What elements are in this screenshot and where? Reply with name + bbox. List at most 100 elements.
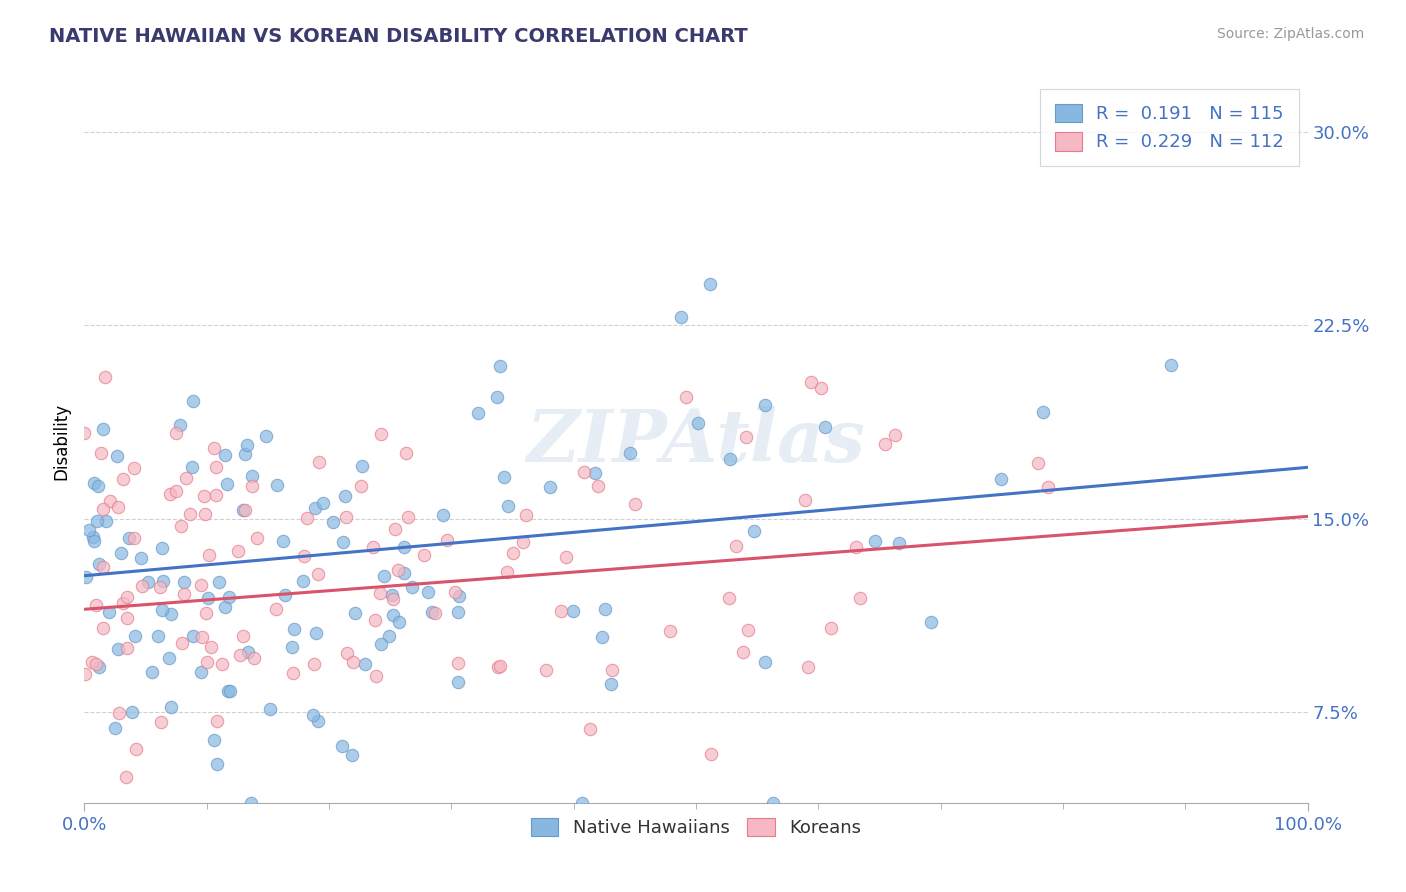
Point — [512, 535, 534, 549]
Point — [79, 523, 101, 537]
Point — [233, 447, 256, 461]
Point — [432, 508, 454, 522]
Point — [396, 510, 419, 524]
Point — [373, 569, 395, 583]
Point — [486, 390, 509, 404]
Point — [502, 546, 524, 560]
Point — [259, 702, 281, 716]
Point — [467, 406, 489, 420]
Point — [173, 587, 195, 601]
Point — [536, 663, 558, 677]
Point — [169, 417, 191, 432]
Point — [1160, 358, 1182, 372]
Point — [112, 596, 135, 610]
Legend: Native Hawaiians, Koreans: Native Hawaiians, Koreans — [524, 811, 868, 845]
Point — [208, 574, 231, 589]
Point — [571, 796, 593, 810]
Point — [190, 578, 212, 592]
Point — [489, 659, 512, 673]
Point — [195, 655, 218, 669]
Point — [395, 446, 418, 460]
Point — [198, 548, 221, 562]
Point — [193, 489, 215, 503]
Point — [388, 615, 411, 629]
Point — [233, 503, 256, 517]
Point — [107, 642, 129, 657]
Point — [361, 540, 384, 554]
Point — [200, 640, 222, 654]
Point — [97, 605, 120, 619]
Point — [83, 533, 105, 548]
Point — [91, 422, 114, 436]
Point — [254, 429, 277, 443]
Point — [141, 665, 163, 679]
Point — [444, 585, 467, 599]
Point — [342, 655, 364, 669]
Point — [170, 518, 193, 533]
Point — [416, 585, 439, 599]
Point — [800, 375, 823, 389]
Point — [889, 536, 911, 550]
Point — [425, 606, 447, 620]
Point — [104, 721, 127, 735]
Point — [75, 667, 97, 681]
Point — [228, 544, 250, 558]
Point — [562, 604, 585, 618]
Point — [165, 426, 187, 441]
Point — [190, 665, 212, 680]
Point — [86, 514, 108, 528]
Point — [131, 579, 153, 593]
Point — [229, 648, 252, 662]
Point — [115, 641, 138, 656]
Point — [283, 666, 305, 681]
Point — [214, 449, 236, 463]
Point — [486, 660, 509, 674]
Point — [150, 541, 173, 556]
Point — [205, 714, 228, 728]
Point — [394, 566, 416, 581]
Point — [117, 591, 139, 605]
Point — [737, 624, 759, 638]
Point — [308, 455, 330, 469]
Point — [90, 445, 112, 459]
Point — [302, 657, 325, 671]
Point — [305, 626, 328, 640]
Point — [131, 550, 153, 565]
Point — [492, 470, 515, 484]
Point — [202, 441, 225, 455]
Point — [381, 588, 404, 602]
Point — [381, 591, 404, 606]
Point — [350, 478, 373, 492]
Point — [449, 589, 471, 603]
Point — [304, 501, 326, 516]
Point — [240, 796, 263, 810]
Point — [591, 630, 613, 644]
Point — [159, 607, 181, 621]
Point — [159, 487, 181, 501]
Point — [725, 540, 748, 554]
Point — [191, 630, 214, 644]
Point — [420, 605, 443, 619]
Point — [322, 515, 344, 529]
Point — [118, 531, 141, 545]
Point — [205, 756, 228, 771]
Point — [149, 580, 172, 594]
Point — [413, 548, 436, 562]
Y-axis label: Disability: Disability — [52, 403, 70, 480]
Point — [157, 651, 180, 665]
Point — [370, 585, 392, 599]
Point — [307, 566, 329, 581]
Point — [583, 466, 606, 480]
Point — [675, 391, 697, 405]
Point — [447, 605, 470, 619]
Point — [174, 471, 197, 485]
Point — [235, 438, 257, 452]
Point — [238, 645, 260, 659]
Point — [281, 640, 304, 655]
Point — [875, 436, 897, 450]
Point — [181, 460, 204, 475]
Text: Source: ZipAtlas.com: Source: ZipAtlas.com — [1216, 27, 1364, 41]
Point — [266, 477, 288, 491]
Point — [1032, 405, 1054, 419]
Point — [496, 499, 519, 513]
